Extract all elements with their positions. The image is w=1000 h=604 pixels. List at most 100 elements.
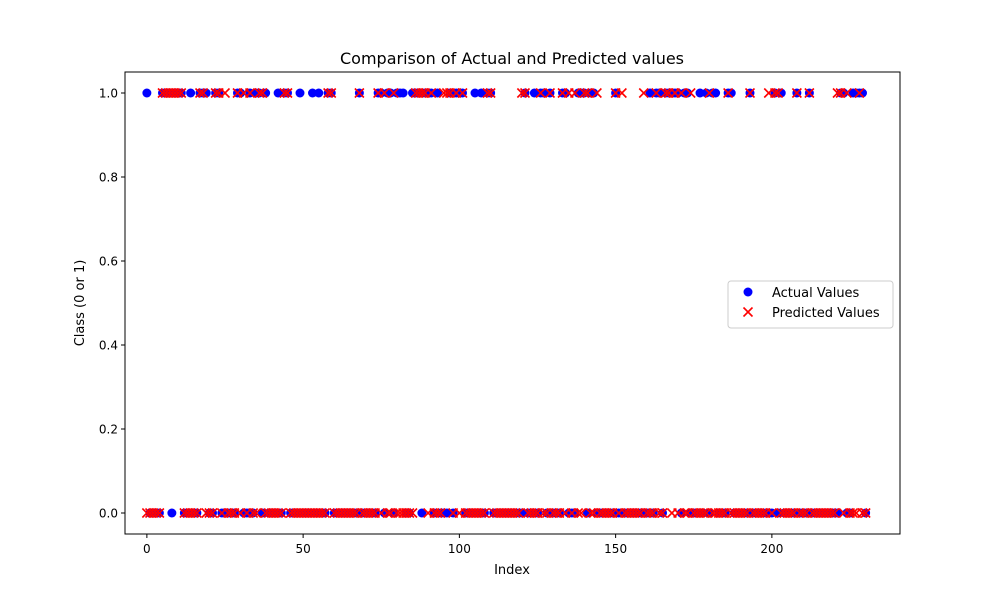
predicted-value-point <box>848 507 859 519</box>
actual-value-point <box>398 88 408 98</box>
predicted-value-point <box>738 507 749 519</box>
actual-value-point <box>726 88 736 98</box>
predicted-value-point <box>538 507 549 519</box>
predicted-value-point <box>348 507 359 519</box>
predicted-value-point <box>744 87 756 99</box>
actual-value-point <box>417 508 427 518</box>
actual-value-point <box>376 88 386 98</box>
legend-box <box>727 280 894 329</box>
predicted-value-point <box>604 507 615 519</box>
predicted-value-point <box>482 87 493 99</box>
predicted-value-point <box>576 507 587 519</box>
predicted-value-point <box>723 87 734 99</box>
predicted-value-point <box>435 507 446 519</box>
predicted-value-point <box>704 87 715 99</box>
legend-label-predicted-values: Predicted Values <box>772 306 880 321</box>
legend: Actual Values Predicted Values <box>727 280 894 329</box>
legend-label-actual-values: Actual Values <box>772 286 860 301</box>
legend-marker-predicted-values <box>742 306 754 318</box>
predicted-value-point <box>319 507 331 519</box>
actual-value-point <box>389 508 399 518</box>
actual-value-point <box>470 88 480 98</box>
predicted-value-point <box>582 87 593 99</box>
y-tick-label: 0.8 <box>99 171 118 185</box>
actual-value-point <box>561 88 571 98</box>
actual-value-point <box>583 508 592 518</box>
predicted-value-point <box>654 507 665 519</box>
x-axis-label: Index <box>494 563 530 578</box>
predicted-value-point <box>591 87 602 99</box>
predicted-value-point <box>457 87 468 99</box>
actual-value-point <box>645 88 655 98</box>
predicted-value-point <box>632 507 643 519</box>
predicted-value-point <box>282 87 293 99</box>
y-axis-label: Class (0 or 1) <box>73 260 88 347</box>
predicted-value-point <box>579 87 590 99</box>
predicted-value-point <box>407 507 418 519</box>
predicted-value-point <box>204 507 215 519</box>
y-tick-label: 0.4 <box>99 339 118 353</box>
actual-value-point <box>711 88 721 98</box>
predicted-value-point <box>510 507 521 519</box>
y-tick-label: 0.6 <box>99 255 118 269</box>
predicted-value-point <box>638 87 649 99</box>
actual-value-point <box>858 88 867 98</box>
x-tick-label: 100 <box>448 542 471 556</box>
actual-value-point <box>295 88 305 98</box>
predicted-value-point <box>651 87 662 99</box>
predicted-value-point <box>513 507 524 519</box>
predicted-value-point <box>354 87 365 99</box>
x-tick-label: 150 <box>604 542 627 556</box>
actual-value-point <box>676 508 686 518</box>
predicted-value-point <box>804 87 815 99</box>
actual-value-point <box>314 88 324 98</box>
predicted-value-point <box>219 87 231 99</box>
actual-value-point <box>442 508 452 518</box>
predicted-value-point <box>785 507 796 519</box>
predicted-value-point <box>323 87 334 99</box>
predicted-value-point <box>279 87 290 99</box>
actual-value-point <box>589 88 599 98</box>
actual-value-point <box>839 88 849 98</box>
predicted-value-point <box>657 507 668 519</box>
predicted-value-point <box>479 507 490 519</box>
predicted-value-point <box>188 507 199 519</box>
actual-value-point <box>654 88 664 98</box>
predicted-value-point <box>829 507 840 519</box>
actual-value-point <box>236 88 246 98</box>
predicted-value-point <box>544 87 556 99</box>
predicted-value-point <box>529 507 540 519</box>
predicted-value-point <box>366 507 377 519</box>
actual-value-point <box>273 88 283 98</box>
predicted-value-point <box>826 507 837 519</box>
predicted-value-point <box>210 87 221 99</box>
predicted-value-point <box>257 87 268 99</box>
predicted-value-point <box>679 507 690 519</box>
predicted-value-point <box>644 507 656 519</box>
predicted-value-point <box>244 87 256 99</box>
predicted-values-series <box>141 87 871 519</box>
predicted-value-point <box>248 507 259 519</box>
predicted-value-point <box>516 87 527 99</box>
y-tick-label: 0.0 <box>99 507 118 521</box>
predicted-value-point <box>685 87 696 99</box>
actual-value-point <box>529 88 539 98</box>
actual-value-point <box>261 88 271 98</box>
actual-value-point <box>517 508 527 518</box>
predicted-value-point <box>441 87 452 99</box>
predicted-value-point <box>198 87 209 99</box>
actual-value-point <box>167 508 177 518</box>
actual-value-point <box>673 88 683 98</box>
x-tick-label: 50 <box>295 542 310 556</box>
predicted-value-point <box>388 87 399 99</box>
actual-value-point <box>186 88 196 98</box>
predicted-value-point <box>860 507 871 519</box>
predicted-value-point <box>841 87 852 99</box>
predicted-value-point <box>535 87 546 99</box>
actual-value-point <box>539 88 549 98</box>
predicted-value-point <box>432 507 443 519</box>
predicted-value-point <box>191 507 202 519</box>
predicted-value-point <box>476 507 487 519</box>
actual-value-point <box>433 88 442 98</box>
